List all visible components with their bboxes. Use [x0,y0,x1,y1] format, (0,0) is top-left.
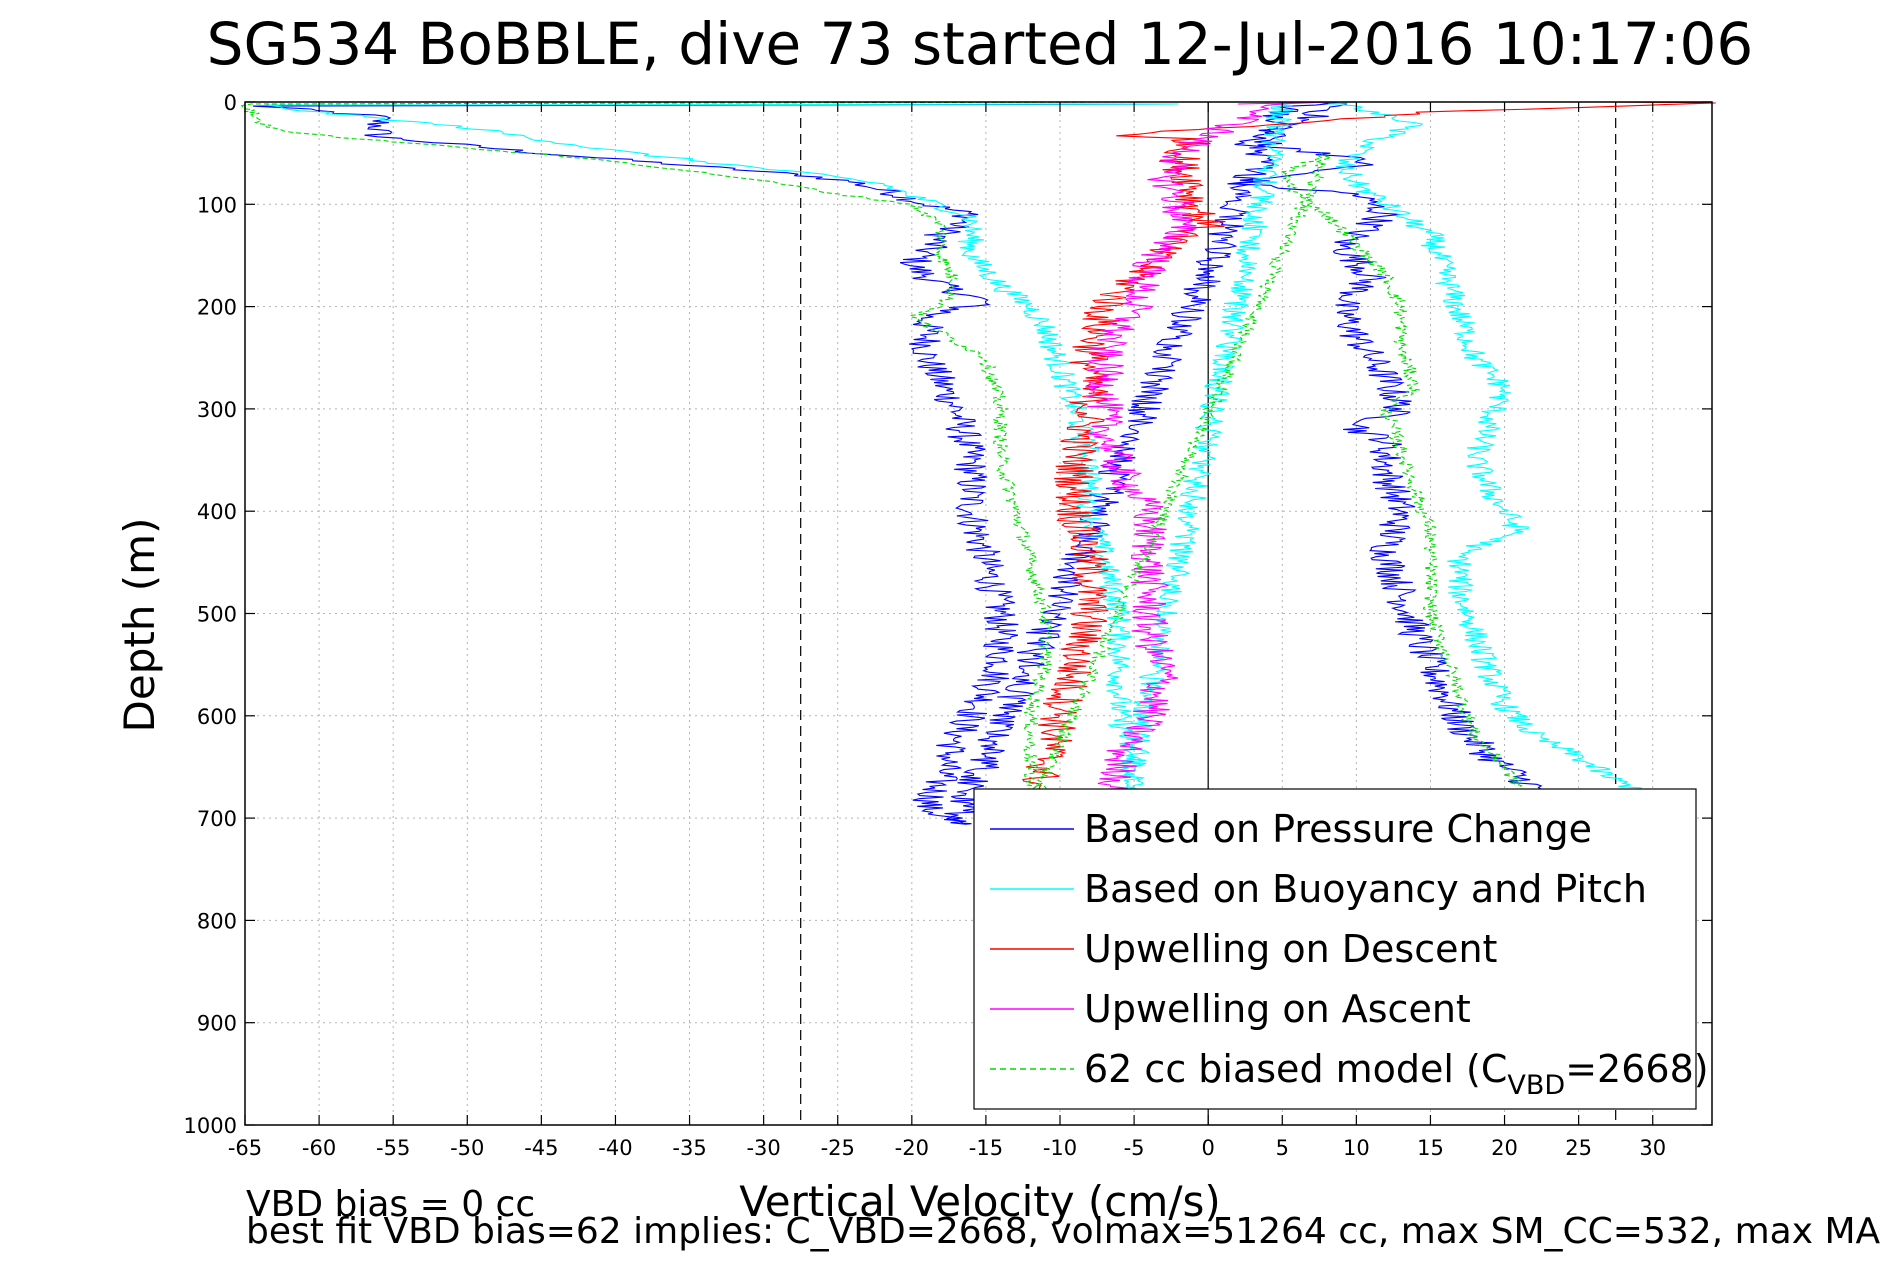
x-tick-label: 15 [1417,1136,1444,1160]
x-tick-label: 5 [1276,1136,1289,1160]
y-tick-label: 700 [197,807,237,831]
y-tick-label: 200 [197,296,237,320]
y-ticks: 0 100 200 300 400 500 600 700 800 900 1000 [184,91,1712,1138]
y-tick-label: 900 [197,1012,237,1036]
footer-best-fit: best fit VBD bias=62 implies: C_VBD=2668… [246,1211,1881,1252]
legend-label-3: Upwelling on Ascent [1084,987,1471,1031]
series-layer [240,101,1716,825]
x-tick-label: -65 [228,1136,262,1160]
x-tick-label: 20 [1491,1136,1518,1160]
x-tick-label: -10 [1043,1136,1077,1160]
x-tick-label: 0 [1201,1136,1214,1160]
series-line-0 [252,101,1549,825]
y-tick-label: 800 [197,909,237,933]
legend: Based on Pressure Change Based on Buoyanc… [973,788,1709,1110]
x-tick-label: -45 [524,1136,558,1160]
legend-subscript: VBD [1507,1070,1565,1101]
legend-box [973,788,1697,1110]
chart-title: SG534 BoBBLE, dive 73 started 12-Jul-201… [207,10,1754,78]
y-tick-label: 400 [197,500,237,524]
legend-label-1: Based on Buoyancy and Pitch [1084,867,1647,911]
series-line-4 [240,101,1523,809]
x-tick-label: -25 [821,1136,855,1160]
x-tick-label: 10 [1343,1136,1370,1160]
x-tick-label: -55 [376,1136,410,1160]
x-axis-label: Vertical Velocity (cm/s) [739,1177,1220,1226]
y-tick-label: 300 [197,398,237,422]
legend-label-2: Upwelling on Descent [1084,927,1497,971]
x-tick-label: 30 [1639,1136,1666,1160]
series-line-3 [1085,101,1332,799]
x-tick-label: -20 [895,1136,929,1160]
y-tick-label: 600 [197,705,237,729]
series-line-1 [266,101,1646,824]
y-tick-label: 500 [197,603,237,627]
footer-vbd-bias: VBD bias = 0 cc [246,1184,535,1225]
x-tick-label: -50 [450,1136,484,1160]
y-tick-label: 1000 [184,1114,237,1138]
legend-suffix: =2668) [1565,1047,1708,1091]
y-axis-label: Depth (m) [115,518,164,733]
x-tick-label: -15 [969,1136,1003,1160]
x-ticks: -65 -60 -55 -50 -45 -40 -35 -30 -25 -20 -15 -10 -5 0 5… [228,102,1666,1160]
legend-label-0: Based on Pressure Change [1084,807,1592,851]
series-line-2 [1013,101,1716,801]
y-tick-label: 0 [224,91,237,115]
x-tick-label: 25 [1565,1136,1592,1160]
x-tick-label: -30 [746,1136,780,1160]
x-tick-label: -40 [598,1136,632,1160]
x-tick-label: -60 [302,1136,336,1160]
x-tick-label: -35 [672,1136,706,1160]
y-tick-label: 100 [197,193,237,217]
x-tick-label: -5 [1124,1136,1145,1160]
